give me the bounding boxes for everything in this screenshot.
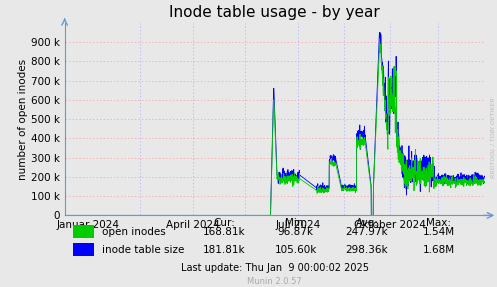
Text: 1.68M: 1.68M (422, 245, 454, 255)
Bar (73, 243, 94, 256)
Text: Cur:: Cur: (213, 218, 235, 228)
Text: inode table size: inode table size (102, 245, 185, 255)
Title: Inode table usage - by year: Inode table usage - by year (169, 5, 380, 20)
Text: 298.36k: 298.36k (346, 245, 388, 255)
Text: Munin 2.0.57: Munin 2.0.57 (247, 277, 302, 286)
Y-axis label: number of open inodes: number of open inodes (18, 59, 28, 180)
Text: 105.60k: 105.60k (274, 245, 317, 255)
Text: open inodes: open inodes (102, 227, 166, 236)
Text: 181.81k: 181.81k (203, 245, 246, 255)
Text: 1.54M: 1.54M (422, 227, 454, 236)
Text: Last update: Thu Jan  9 00:00:02 2025: Last update: Thu Jan 9 00:00:02 2025 (180, 263, 369, 273)
Bar (73, 225, 94, 238)
Text: 168.81k: 168.81k (203, 227, 246, 236)
Text: Avg:: Avg: (355, 218, 378, 228)
Text: RRDTOOL / TOBI OETIKER: RRDTOOL / TOBI OETIKER (491, 97, 496, 178)
Text: Min:: Min: (284, 218, 307, 228)
Text: 96.87k: 96.87k (278, 227, 314, 236)
Text: 247.97k: 247.97k (346, 227, 388, 236)
Text: Max:: Max: (426, 218, 451, 228)
